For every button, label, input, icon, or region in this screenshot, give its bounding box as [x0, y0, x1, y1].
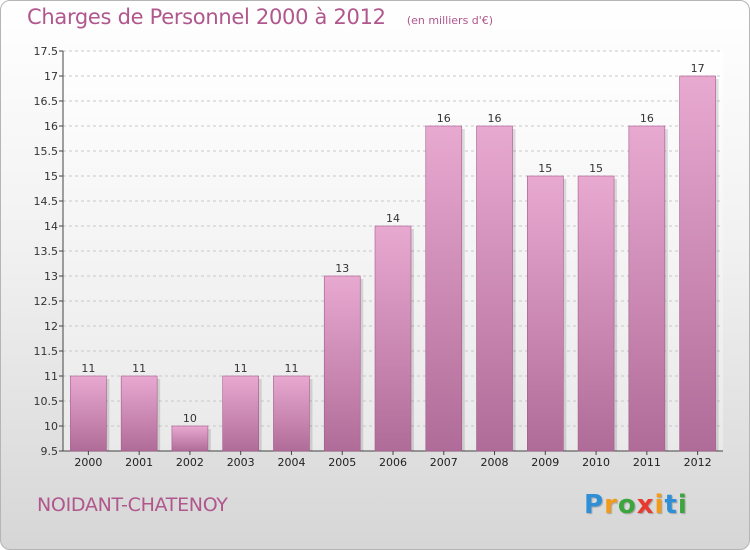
bar	[679, 75, 716, 452]
bar	[527, 175, 564, 452]
y-tick-label: 9.5	[41, 445, 59, 458]
logo-letter: o	[617, 490, 637, 520]
logo-letter: x	[636, 490, 655, 520]
y-tick-label: 15	[44, 170, 58, 183]
data-label: 15	[538, 162, 552, 175]
y-tick-label: 12.5	[34, 295, 59, 308]
chart-unit: (en milliers d'€)	[406, 14, 494, 27]
chart-title: Charges de Personnel 2000 à 2012	[27, 5, 386, 29]
logo-letter: t	[664, 490, 678, 520]
title-row: Charges de Personnel 2000 à 2012 (en mil…	[27, 5, 493, 29]
logo-letter: P	[584, 490, 605, 520]
y-tick-label: 13.5	[34, 245, 59, 258]
data-label: 15	[589, 162, 603, 175]
bar	[476, 125, 513, 452]
proxiti-logo: Proxiti	[584, 490, 688, 520]
data-label: 11	[132, 362, 146, 375]
bar	[120, 375, 158, 452]
y-tick-label: 16	[44, 120, 58, 133]
data-label: 16	[437, 112, 451, 125]
x-tick-label: 2012	[684, 456, 712, 469]
x-tick-label: 2009	[531, 456, 559, 469]
bar	[374, 225, 412, 452]
y-tick-label: 14.5	[34, 195, 59, 208]
data-label: 14	[386, 212, 400, 225]
x-tick-label: 2004	[277, 456, 305, 469]
bar	[171, 425, 209, 452]
bar	[70, 375, 107, 452]
data-label: 11	[234, 362, 248, 375]
bar	[323, 275, 361, 452]
data-label: 16	[488, 112, 502, 125]
y-tick-label: 13	[44, 270, 58, 283]
x-tick-label: 2011	[633, 456, 661, 469]
x-tick-label: 2010	[582, 456, 610, 469]
data-label: 11	[81, 362, 95, 375]
y-tick-label: 11	[44, 370, 58, 383]
logo-letter: r	[604, 490, 618, 520]
x-tick-label: 2001	[125, 456, 153, 469]
logo-letter: i	[654, 490, 665, 520]
logo-letter: i	[677, 490, 688, 520]
y-tick-label: 12	[44, 320, 58, 333]
y-tick-label: 10	[44, 420, 58, 433]
bar	[273, 375, 310, 452]
data-label: 13	[335, 262, 349, 275]
bar	[222, 375, 259, 452]
y-tick-label: 14	[44, 220, 58, 233]
x-tick-label: 2000	[74, 456, 102, 469]
x-tick-label: 2005	[328, 456, 356, 469]
bar	[577, 175, 615, 452]
bar	[628, 125, 666, 452]
x-tick-label: 2003	[227, 456, 255, 469]
x-tick-label: 2007	[430, 456, 458, 469]
y-tick-label: 10.5	[34, 395, 59, 408]
x-tick-label: 2002	[176, 456, 204, 469]
data-label: 10	[183, 412, 197, 425]
x-tick-label: 2006	[379, 456, 407, 469]
bar	[425, 125, 463, 452]
commune-name: NOIDANT-CHATENOY	[37, 494, 228, 516]
data-label: 16	[640, 112, 654, 125]
data-label: 17	[691, 62, 705, 75]
y-tick-label: 16.5	[34, 95, 59, 108]
y-tick-label: 17.5	[34, 45, 59, 58]
y-tick-label: 15.5	[34, 145, 59, 158]
y-tick-label: 11.5	[34, 345, 59, 358]
data-label: 11	[284, 362, 298, 375]
y-tick-label: 17	[44, 70, 58, 83]
x-tick-label: 2008	[481, 456, 509, 469]
